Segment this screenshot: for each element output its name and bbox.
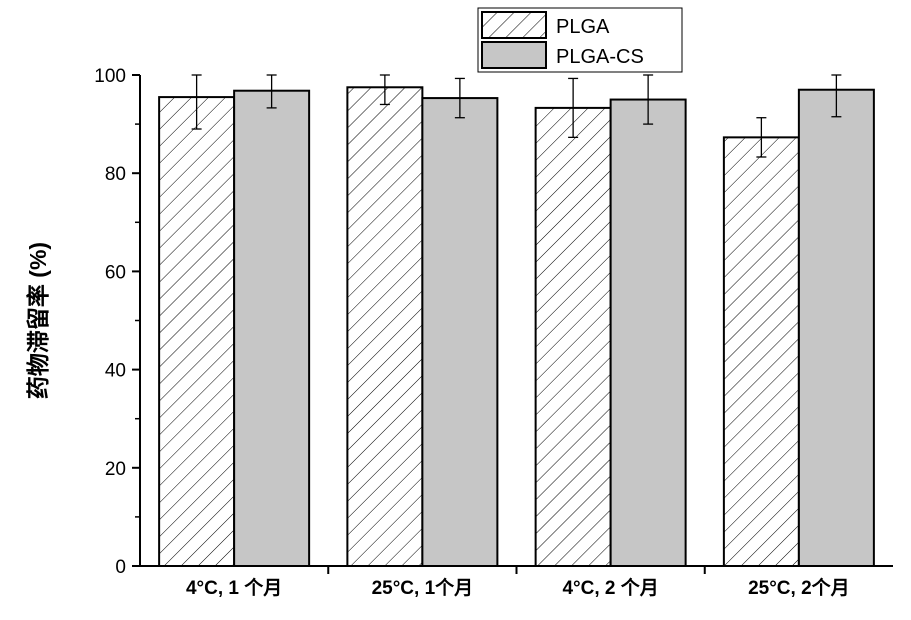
y-axis-title: 药物滞留率 (%) — [25, 242, 51, 399]
bar-plga-cs — [609, 98, 687, 568]
x-category-label: 25°C, 1个月 — [372, 577, 474, 599]
legend: PLGA PLGA-CS — [477, 7, 683, 73]
bars — [158, 74, 875, 568]
bar-plga-cs — [797, 88, 875, 567]
bar-plga — [158, 96, 236, 567]
bar-plga-cs — [421, 97, 499, 568]
y-tick-label: 40 — [105, 361, 126, 382]
legend-swatch — [481, 41, 547, 69]
labels: 0 20 40 60 80 100 药物滞留率 (%) 4°C, 1 个月 25°C, 1个月 4… — [25, 66, 850, 599]
y-tick-label: 100 — [94, 66, 126, 87]
y-tick-label: 0 — [115, 557, 126, 578]
y-tick-label: 60 — [105, 262, 126, 283]
x-category-label: 4°C, 2 个月 — [562, 577, 658, 599]
x-category-label: 25°C, 2个月 — [748, 577, 850, 599]
x-category-label: 4°C, 1 个月 — [186, 577, 282, 599]
y-tick-label: 80 — [105, 164, 126, 185]
bar-plga — [346, 86, 424, 568]
bar-plga — [534, 106, 612, 567]
legend-label: PLGA — [556, 16, 610, 38]
legend-label: PLGA-CS — [556, 46, 644, 68]
bar-plga — [722, 136, 800, 567]
legend-swatch — [481, 11, 547, 39]
bar-plga-cs — [233, 89, 311, 567]
y-tick-label: 20 — [105, 459, 126, 480]
